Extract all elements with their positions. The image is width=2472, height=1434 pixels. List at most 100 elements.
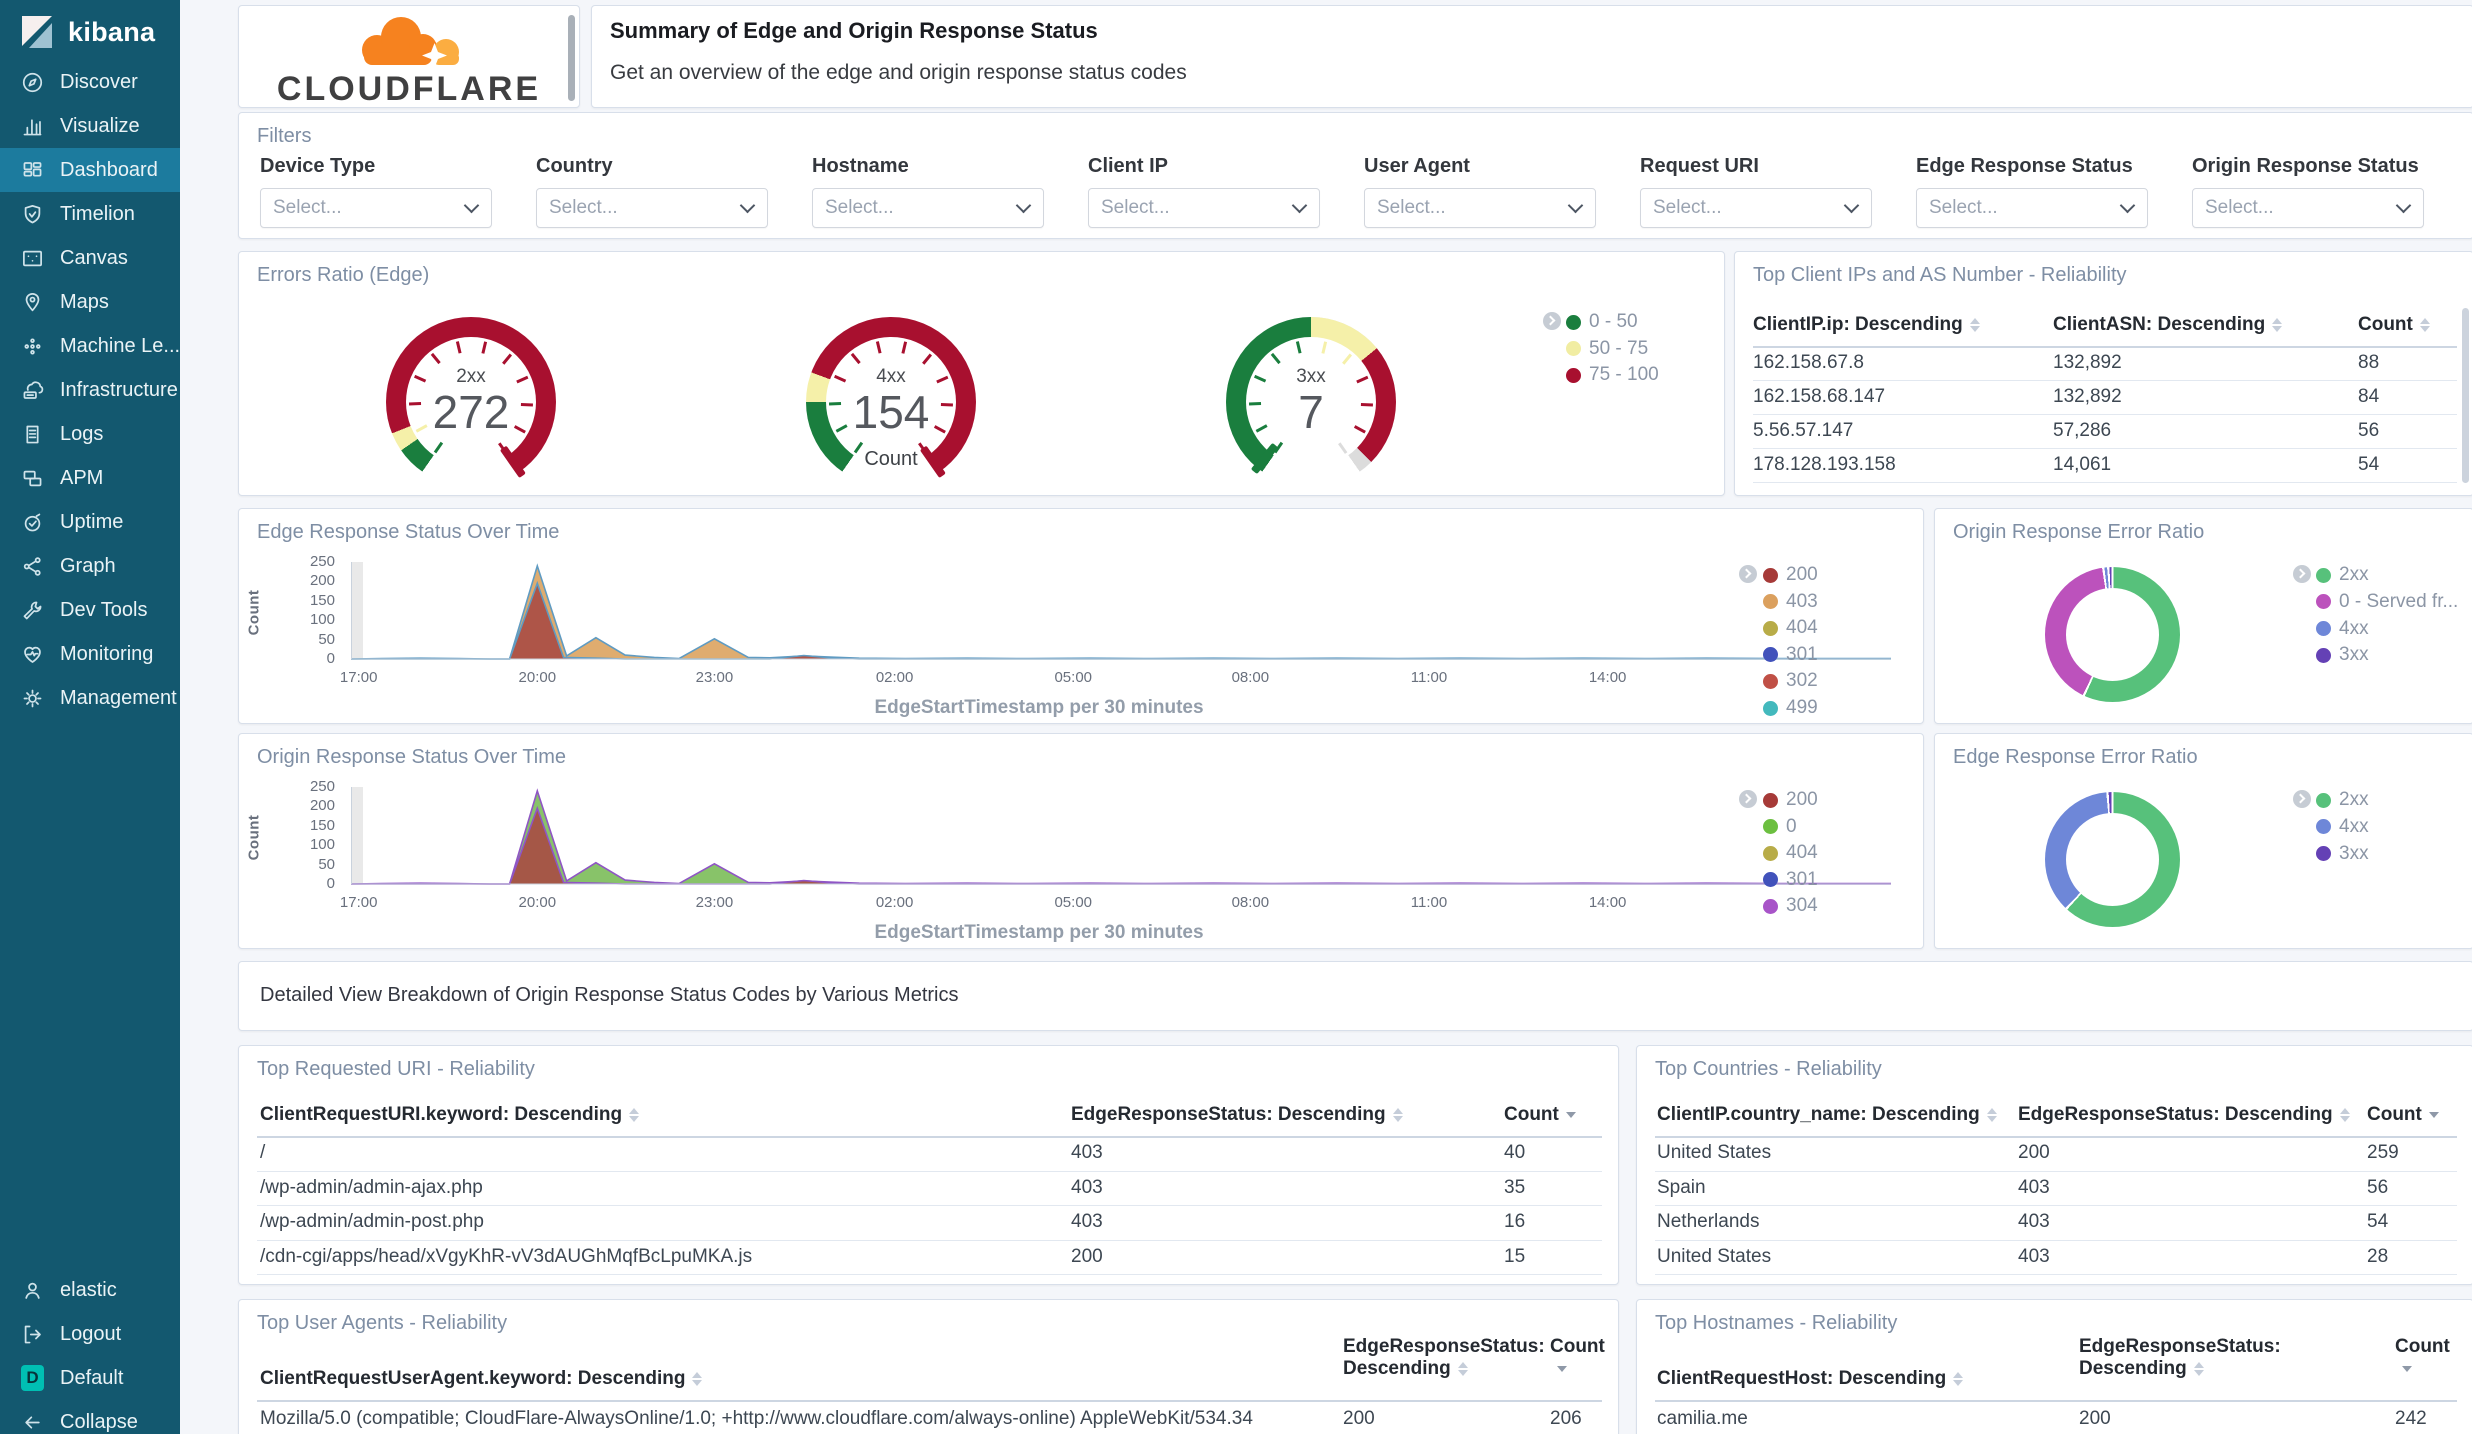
column-header-clientasn[interactable]: ClientASN: Descending bbox=[2053, 314, 2348, 336]
filter-select-user-agent[interactable]: Select... bbox=[1364, 188, 1596, 228]
legend-entry-0-50[interactable]: 0 - 50 bbox=[1566, 311, 1638, 333]
sidebar-item-machine-le[interactable]: Machine Le... bbox=[0, 324, 180, 368]
legend-entry-50-75[interactable]: 50 - 75 bbox=[1566, 338, 1648, 360]
sidebar-footer-label: Default bbox=[60, 1366, 124, 1389]
filter-select-device-type[interactable]: Select... bbox=[260, 188, 492, 228]
filter-select-origin-response-status[interactable]: Select... bbox=[2192, 188, 2424, 228]
sort-icon[interactable] bbox=[1457, 1361, 1468, 1376]
legend-entry-403[interactable]: 403 bbox=[1763, 591, 1818, 613]
filter-select-hostname[interactable]: Select... bbox=[812, 188, 1044, 228]
legend-label: 50 - 75 bbox=[1589, 337, 1649, 359]
legend-expand-chevron-icon[interactable] bbox=[1739, 790, 1757, 808]
sort-icon[interactable] bbox=[1953, 1371, 1964, 1386]
sidebar-item-apm[interactable]: APM bbox=[0, 456, 180, 500]
table-cell: United States bbox=[1657, 1245, 1772, 1267]
column-header-clientip-ip[interactable]: ClientIP.ip: Descending bbox=[1753, 314, 2043, 336]
sort-icon[interactable] bbox=[2402, 1365, 2412, 1372]
sort-icon[interactable] bbox=[692, 1371, 703, 1386]
sidebar-item-graph[interactable]: Graph bbox=[0, 544, 180, 588]
column-header-count[interactable]: Count bbox=[2358, 314, 2448, 336]
scrollbar[interactable] bbox=[568, 15, 575, 101]
sidebar-item-management[interactable]: Management bbox=[0, 676, 180, 720]
legend-entry-304[interactable]: 304 bbox=[1763, 895, 1818, 917]
legend-expand-chevron-icon[interactable] bbox=[2293, 790, 2311, 808]
legend-entry-0[interactable]: 0 bbox=[1763, 816, 1797, 838]
legend-entry-404[interactable]: 404 bbox=[1763, 617, 1818, 639]
legend-expand-chevron-icon[interactable] bbox=[1739, 565, 1757, 583]
apm-icon bbox=[21, 467, 44, 490]
legend-entry-404[interactable]: 404 bbox=[1763, 842, 1818, 864]
table-cell: 178.128.193.158 bbox=[1753, 454, 1896, 475]
sort-icon[interactable] bbox=[2272, 317, 2283, 332]
sort-icon[interactable] bbox=[2428, 1111, 2439, 1118]
column-header-label: ClientRequestUserAgent.keyword: Descendi… bbox=[260, 1368, 686, 1389]
legend-entry-499[interactable]: 499 bbox=[1763, 697, 1818, 719]
legend-entry-4xx[interactable]: 4xx bbox=[2316, 618, 2369, 640]
sidebar-item-timelion[interactable]: Timelion bbox=[0, 192, 180, 236]
legend-entry-2xx[interactable]: 2xx bbox=[2316, 789, 2369, 811]
column-header-count[interactable]: Count bbox=[2395, 1336, 2465, 1380]
filter-select-client-ip[interactable]: Select... bbox=[1088, 188, 1320, 228]
column-header-edgeresponsestatus[interactable]: EdgeResponseStatus: Descending bbox=[1343, 1336, 1545, 1380]
sort-icon[interactable] bbox=[629, 1107, 640, 1122]
sidebar-item-maps[interactable]: Maps bbox=[0, 280, 180, 324]
sidebar-item-logs[interactable]: Logs bbox=[0, 412, 180, 456]
sort-icon[interactable] bbox=[2193, 1361, 2204, 1376]
legend-expand-chevron-icon[interactable] bbox=[1543, 312, 1561, 330]
sidebar-footer-default[interactable]: D Default bbox=[0, 1356, 180, 1400]
legend-entry-200[interactable]: 200 bbox=[1763, 789, 1818, 811]
x-axis-tick: 02:00 bbox=[875, 669, 914, 686]
collapse-icon bbox=[21, 1411, 44, 1434]
legend-expand-chevron-icon[interactable] bbox=[2293, 565, 2311, 583]
sort-icon[interactable] bbox=[1986, 1107, 1997, 1122]
legend-entry-3xx[interactable]: 3xx bbox=[2316, 843, 2369, 865]
sidebar-item-dev-tools[interactable]: Dev Tools bbox=[0, 588, 180, 632]
sidebar-item-dashboard[interactable]: Dashboard bbox=[0, 148, 180, 192]
sidebar-item-visualize[interactable]: Visualize bbox=[0, 104, 180, 148]
donut-chart[interactable] bbox=[2045, 792, 2180, 927]
donut-chart[interactable] bbox=[2045, 567, 2180, 702]
sidebar-item-monitoring[interactable]: Monitoring bbox=[0, 632, 180, 676]
filter-select-edge-response-status[interactable]: Select... bbox=[1916, 188, 2148, 228]
sidebar-footer-label: elastic bbox=[60, 1278, 117, 1301]
legend-entry-0-served-fr[interactable]: 0 - Served fr... bbox=[2316, 591, 2458, 613]
column-header-count[interactable]: Count bbox=[1504, 1104, 1599, 1126]
column-header-count[interactable]: Count bbox=[1550, 1336, 1620, 1380]
legend-entry-301[interactable]: 301 bbox=[1763, 644, 1818, 666]
gauge-label: 4xx bbox=[876, 366, 906, 387]
sort-icon[interactable] bbox=[2339, 1107, 2350, 1122]
legend-entry-302[interactable]: 302 bbox=[1763, 670, 1818, 692]
scrollbar[interactable] bbox=[2462, 308, 2469, 483]
column-header-clientrequesthost[interactable]: ClientRequestHost: Descending bbox=[1657, 1368, 2057, 1390]
sidebar-item-canvas[interactable]: Canvas bbox=[0, 236, 180, 280]
column-header-clientip-country-name[interactable]: ClientIP.country_name: Descending bbox=[1657, 1104, 2007, 1126]
sidebar-footer-logout[interactable]: Logout bbox=[0, 1312, 180, 1356]
sidebar-footer-collapse[interactable]: Collapse bbox=[0, 1400, 180, 1434]
sidebar-item-infrastructure[interactable]: Infrastructure bbox=[0, 368, 180, 412]
column-header-clientrequestuseragent-keyword[interactable]: ClientRequestUserAgent.keyword: Descendi… bbox=[260, 1368, 1320, 1390]
sidebar-footer-elastic[interactable]: elastic bbox=[0, 1268, 180, 1312]
sidebar-item-discover[interactable]: Discover bbox=[0, 60, 180, 104]
legend-entry-200[interactable]: 200 bbox=[1763, 564, 1818, 586]
legend-entry-2xx[interactable]: 2xx bbox=[2316, 564, 2369, 586]
sort-icon[interactable] bbox=[1392, 1107, 1403, 1122]
legend-entry-4xx[interactable]: 4xx bbox=[2316, 816, 2369, 838]
filter-select-request-uri[interactable]: Select... bbox=[1640, 188, 1872, 228]
sort-icon[interactable] bbox=[2419, 317, 2430, 332]
column-header-edgeresponsestatus[interactable]: EdgeResponseStatus: Descending bbox=[2018, 1104, 2358, 1126]
sort-icon[interactable] bbox=[1969, 317, 1980, 332]
column-header-edgeresponsestatus[interactable]: EdgeResponseStatus: Descending bbox=[1071, 1104, 1491, 1126]
sort-icon[interactable] bbox=[1565, 1111, 1576, 1118]
column-header-edgeresponsestatus[interactable]: EdgeResponseStatus: Descending bbox=[2079, 1336, 2281, 1380]
column-header-count[interactable]: Count bbox=[2367, 1104, 2457, 1126]
legend-entry-75-100[interactable]: 75 - 100 bbox=[1566, 364, 1659, 386]
legend-entry-3xx[interactable]: 3xx bbox=[2316, 644, 2369, 666]
filter-select-country[interactable]: Select... bbox=[536, 188, 768, 228]
kibana-logo[interactable]: kibana bbox=[0, 0, 180, 60]
table-cell: Netherlands bbox=[1657, 1211, 1760, 1232]
sort-icon[interactable] bbox=[1557, 1365, 1567, 1372]
column-header-label: ClientIP.country_name: Descending bbox=[1657, 1104, 1980, 1125]
sidebar-item-uptime[interactable]: Uptime bbox=[0, 500, 180, 544]
column-header-clientrequesturi-keyword[interactable]: ClientRequestURI.keyword: Descending bbox=[260, 1104, 1050, 1126]
legend-entry-301[interactable]: 301 bbox=[1763, 869, 1818, 891]
